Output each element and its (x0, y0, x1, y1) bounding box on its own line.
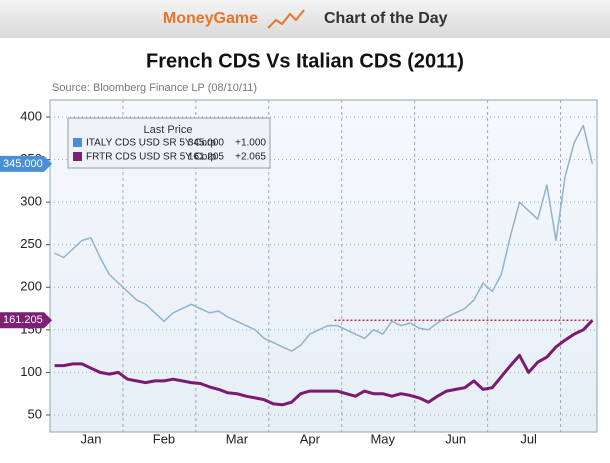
y-tick-label: 200 (20, 279, 42, 294)
y-tick-label: 100 (20, 364, 42, 379)
legend: Last Price ITALY CDS USD SR 5Y Corp345.0… (67, 117, 271, 169)
legend-box (67, 117, 271, 169)
y-tick-label: 300 (20, 194, 42, 209)
last-price-tag-label: 345.000 (3, 158, 43, 170)
legend-title: Last Price (144, 124, 193, 136)
y-tick-label: 250 (20, 236, 42, 251)
legend-last-price: 161.205 (188, 152, 225, 163)
legend-last-price: 345.000 (188, 138, 225, 149)
series-line (54, 319, 594, 407)
legend-swatch (73, 138, 82, 147)
x-tick-label: May (370, 431, 395, 446)
y-tick-label: 400 (20, 108, 42, 123)
legend-swatch (73, 152, 82, 161)
last-price-tag (0, 312, 52, 329)
legend-change: +2.065 (235, 152, 266, 163)
x-tick-label: Mar (226, 431, 249, 446)
legend-label: FRTR CDS USD SR 5Y Corp (86, 152, 217, 163)
last-price-tag (0, 155, 52, 172)
source: Source: Bloomberg Finance LP (08/10/11) (52, 82, 257, 94)
last-price-tag-label: 161.205 (3, 314, 43, 326)
series-line (54, 124, 594, 352)
x-tick-label: Jul (520, 431, 537, 446)
brand: MoneyGame (163, 10, 258, 27)
chart-title: French CDS Vs Italian CDS (2011) (146, 50, 464, 72)
x-tick-label: Jan (81, 431, 102, 446)
x-tick-label: Apr (300, 431, 321, 446)
section-title: Chart of the Day (324, 10, 448, 27)
x-tick-label: Jun (445, 431, 466, 446)
x-tick-label: Feb (153, 431, 175, 446)
y-tick-label: 50 (28, 406, 42, 421)
brand-icon (267, 9, 305, 29)
header-band (0, 0, 610, 38)
legend-change: +1.000 (235, 138, 266, 149)
lines (54, 124, 594, 407)
legend-label: ITALY CDS USD SR 5Y Corp (86, 138, 216, 149)
